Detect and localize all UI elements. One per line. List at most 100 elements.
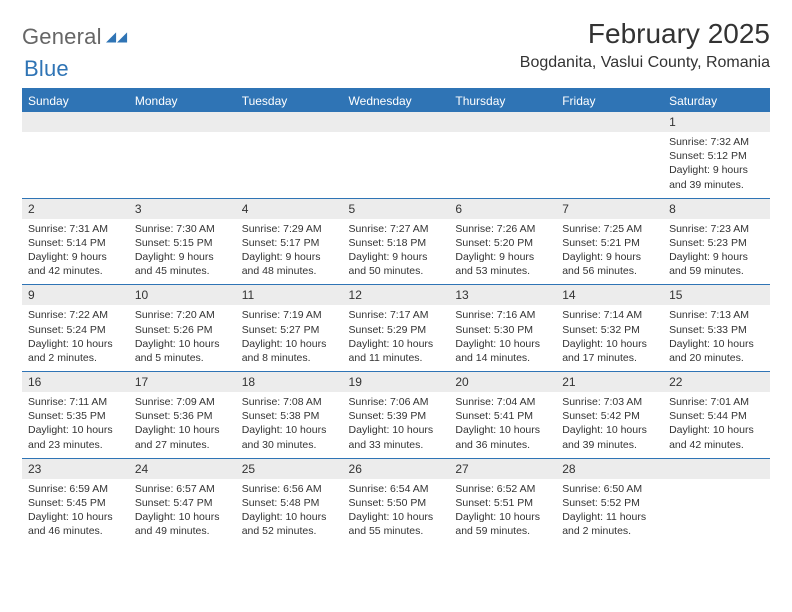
sunrise-line: Sunrise: 7:20 AM xyxy=(135,308,230,322)
day-detail-cell: Sunrise: 6:56 AMSunset: 5:48 PMDaylight:… xyxy=(236,479,343,545)
day-detail-cell: Sunrise: 7:20 AMSunset: 5:26 PMDaylight:… xyxy=(129,305,236,371)
sunrise-line: Sunrise: 7:31 AM xyxy=(28,222,123,236)
day-detail-row: Sunrise: 7:31 AMSunset: 5:14 PMDaylight:… xyxy=(22,219,770,285)
daylight-line: Daylight: 10 hours and 8 minutes. xyxy=(242,337,337,365)
sunset-line: Sunset: 5:30 PM xyxy=(455,323,550,337)
day-header: Monday xyxy=(129,90,236,112)
sunset-line: Sunset: 5:35 PM xyxy=(28,409,123,423)
sunrise-line: Sunrise: 7:01 AM xyxy=(669,395,764,409)
sunrise-line: Sunrise: 7:23 AM xyxy=(669,222,764,236)
day-detail-cell: Sunrise: 6:52 AMSunset: 5:51 PMDaylight:… xyxy=(449,479,556,545)
day-detail-cell: Sunrise: 7:14 AMSunset: 5:32 PMDaylight:… xyxy=(556,305,663,371)
day-number-cell xyxy=(663,458,770,479)
sunset-line: Sunset: 5:39 PM xyxy=(349,409,444,423)
sunrise-line: Sunrise: 7:09 AM xyxy=(135,395,230,409)
day-number-cell: 3 xyxy=(129,198,236,219)
sunset-line: Sunset: 5:21 PM xyxy=(562,236,657,250)
sunset-line: Sunset: 5:27 PM xyxy=(242,323,337,337)
day-number-cell: 20 xyxy=(449,372,556,393)
logo: General xyxy=(22,24,130,50)
month-title: February 2025 xyxy=(520,18,770,50)
day-number-cell xyxy=(449,112,556,132)
day-detail-cell: Sunrise: 7:31 AMSunset: 5:14 PMDaylight:… xyxy=(22,219,129,285)
day-detail-cell: Sunrise: 6:54 AMSunset: 5:50 PMDaylight:… xyxy=(343,479,450,545)
sunrise-line: Sunrise: 7:14 AM xyxy=(562,308,657,322)
day-detail-cell: Sunrise: 7:09 AMSunset: 5:36 PMDaylight:… xyxy=(129,392,236,458)
sunrise-line: Sunrise: 7:29 AM xyxy=(242,222,337,236)
day-number-cell xyxy=(343,112,450,132)
day-detail-cell: Sunrise: 7:25 AMSunset: 5:21 PMDaylight:… xyxy=(556,219,663,285)
sunset-line: Sunset: 5:23 PM xyxy=(669,236,764,250)
sunrise-line: Sunrise: 7:04 AM xyxy=(455,395,550,409)
sunrise-line: Sunrise: 7:19 AM xyxy=(242,308,337,322)
sunset-line: Sunset: 5:42 PM xyxy=(562,409,657,423)
day-detail-cell: Sunrise: 7:26 AMSunset: 5:20 PMDaylight:… xyxy=(449,219,556,285)
sunrise-line: Sunrise: 6:59 AM xyxy=(28,482,123,496)
logo-text-general: General xyxy=(22,24,102,50)
sunset-line: Sunset: 5:26 PM xyxy=(135,323,230,337)
day-detail-cell xyxy=(343,132,450,198)
day-number-cell: 6 xyxy=(449,198,556,219)
sunset-line: Sunset: 5:52 PM xyxy=(562,496,657,510)
sunset-line: Sunset: 5:29 PM xyxy=(349,323,444,337)
day-header: Wednesday xyxy=(343,90,450,112)
sunrise-line: Sunrise: 7:17 AM xyxy=(349,308,444,322)
day-detail-row: Sunrise: 7:32 AMSunset: 5:12 PMDaylight:… xyxy=(22,132,770,198)
day-header: Saturday xyxy=(663,90,770,112)
daylight-line: Daylight: 10 hours and 39 minutes. xyxy=(562,423,657,451)
sunrise-line: Sunrise: 7:13 AM xyxy=(669,308,764,322)
daylight-line: Daylight: 10 hours and 27 minutes. xyxy=(135,423,230,451)
sunset-line: Sunset: 5:50 PM xyxy=(349,496,444,510)
day-number-row: 2345678 xyxy=(22,198,770,219)
daylight-line: Daylight: 10 hours and 20 minutes. xyxy=(669,337,764,365)
sunset-line: Sunset: 5:20 PM xyxy=(455,236,550,250)
day-number-cell: 8 xyxy=(663,198,770,219)
sunrise-line: Sunrise: 7:11 AM xyxy=(28,395,123,409)
sunset-line: Sunset: 5:17 PM xyxy=(242,236,337,250)
sunset-line: Sunset: 5:12 PM xyxy=(669,149,764,163)
sunrise-line: Sunrise: 7:27 AM xyxy=(349,222,444,236)
day-detail-cell xyxy=(663,479,770,545)
daylight-line: Daylight: 11 hours and 2 minutes. xyxy=(562,510,657,538)
daylight-line: Daylight: 9 hours and 56 minutes. xyxy=(562,250,657,278)
sunset-line: Sunset: 5:48 PM xyxy=(242,496,337,510)
day-detail-cell: Sunrise: 7:04 AMSunset: 5:41 PMDaylight:… xyxy=(449,392,556,458)
daylight-line: Daylight: 10 hours and 30 minutes. xyxy=(242,423,337,451)
day-number-cell: 27 xyxy=(449,458,556,479)
day-detail-cell: Sunrise: 7:06 AMSunset: 5:39 PMDaylight:… xyxy=(343,392,450,458)
day-number-cell: 28 xyxy=(556,458,663,479)
day-detail-cell: Sunrise: 7:29 AMSunset: 5:17 PMDaylight:… xyxy=(236,219,343,285)
daylight-line: Daylight: 10 hours and 49 minutes. xyxy=(135,510,230,538)
day-detail-cell: Sunrise: 6:50 AMSunset: 5:52 PMDaylight:… xyxy=(556,479,663,545)
day-detail-cell: Sunrise: 7:30 AMSunset: 5:15 PMDaylight:… xyxy=(129,219,236,285)
calendar-body: 1 Sunrise: 7:32 AMSunset: 5:12 PMDayligh… xyxy=(22,112,770,545)
day-number-cell: 19 xyxy=(343,372,450,393)
sunset-line: Sunset: 5:15 PM xyxy=(135,236,230,250)
sunset-line: Sunset: 5:41 PM xyxy=(455,409,550,423)
daylight-line: Daylight: 10 hours and 33 minutes. xyxy=(349,423,444,451)
day-detail-cell: Sunrise: 6:59 AMSunset: 5:45 PMDaylight:… xyxy=(22,479,129,545)
sunrise-line: Sunrise: 6:57 AM xyxy=(135,482,230,496)
sunrise-line: Sunrise: 6:50 AM xyxy=(562,482,657,496)
calendar-thead: Sunday Monday Tuesday Wednesday Thursday… xyxy=(22,90,770,112)
day-detail-cell: Sunrise: 7:16 AMSunset: 5:30 PMDaylight:… xyxy=(449,305,556,371)
day-number-cell: 4 xyxy=(236,198,343,219)
day-number-cell xyxy=(129,112,236,132)
day-number-cell: 25 xyxy=(236,458,343,479)
day-number-cell: 1 xyxy=(663,112,770,132)
sunrise-line: Sunrise: 7:08 AM xyxy=(242,395,337,409)
sunset-line: Sunset: 5:32 PM xyxy=(562,323,657,337)
day-header-row: Sunday Monday Tuesday Wednesday Thursday… xyxy=(22,90,770,112)
day-header: Thursday xyxy=(449,90,556,112)
sunrise-line: Sunrise: 7:22 AM xyxy=(28,308,123,322)
day-number-cell: 5 xyxy=(343,198,450,219)
day-number-cell: 11 xyxy=(236,285,343,306)
day-number-cell: 13 xyxy=(449,285,556,306)
sunrise-line: Sunrise: 6:54 AM xyxy=(349,482,444,496)
sunrise-line: Sunrise: 7:25 AM xyxy=(562,222,657,236)
daylight-line: Daylight: 10 hours and 2 minutes. xyxy=(28,337,123,365)
day-number-cell: 26 xyxy=(343,458,450,479)
sunrise-line: Sunrise: 6:52 AM xyxy=(455,482,550,496)
daylight-line: Daylight: 10 hours and 11 minutes. xyxy=(349,337,444,365)
sunset-line: Sunset: 5:33 PM xyxy=(669,323,764,337)
